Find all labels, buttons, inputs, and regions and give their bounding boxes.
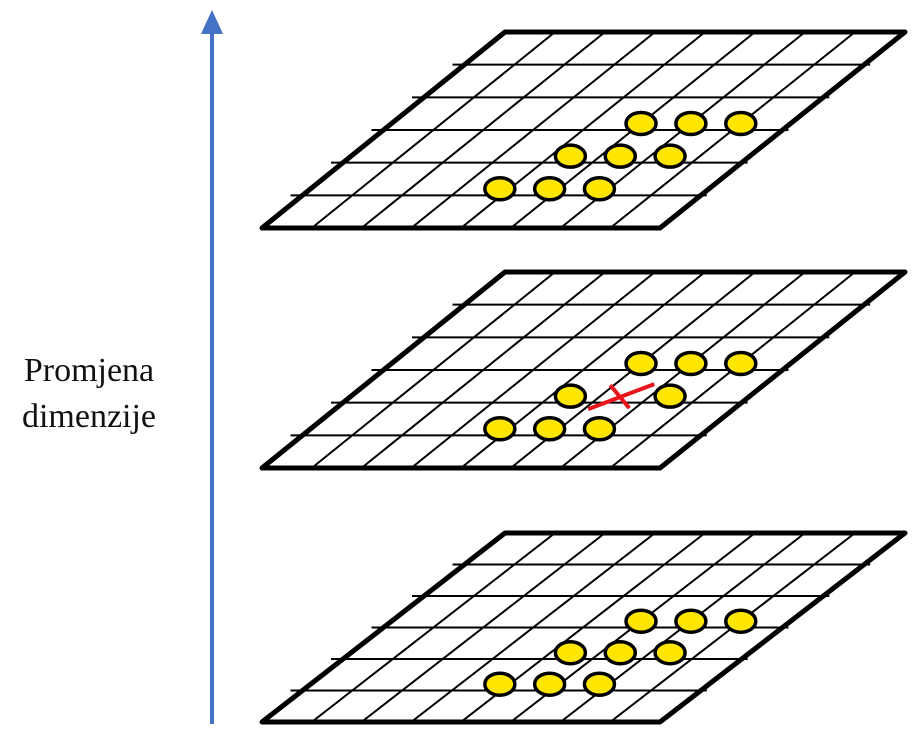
neighbour-point: [553, 383, 588, 409]
neighbour-point: [532, 176, 567, 202]
grid-line: [410, 532, 656, 723]
grid-line: [360, 532, 606, 723]
neighbour-point: [624, 608, 658, 634]
neighbour-point: [483, 671, 517, 697]
neighbour-point: [553, 143, 588, 169]
neighbour-point: [674, 110, 708, 137]
axis-label-line-1: Promjena: [23, 352, 155, 389]
neighbour-point: [582, 671, 617, 697]
grid-line: [311, 31, 556, 229]
neighbour-point: [532, 671, 567, 697]
neighbour-point: [724, 110, 758, 137]
axis-label-line-2: dimenzije: [21, 398, 157, 435]
neighbour-point: [724, 608, 758, 634]
layer-lower: [259, 530, 908, 725]
axis-label: Promjena dimenzije: [0, 348, 178, 440]
neighbour-point: [674, 608, 708, 634]
grid-line: [360, 271, 606, 469]
neighbour-point: [624, 350, 658, 377]
grid-line: [360, 31, 606, 229]
neighbour-point: [653, 639, 687, 666]
grid-line: [311, 271, 556, 469]
neighbour-point: [653, 383, 687, 409]
grid-line: [410, 31, 656, 229]
neighbour-point: [532, 416, 567, 442]
scale-axis-arrowhead: [201, 10, 223, 34]
layer-border: [259, 269, 908, 471]
neighbour-point: [582, 176, 617, 202]
layer-border: [259, 530, 908, 725]
neighbour-point: [483, 416, 517, 442]
layer-upper: [259, 29, 908, 231]
neighbour-point: [603, 143, 637, 169]
neighbour-point: [624, 110, 658, 137]
neighbour-point: [553, 639, 588, 666]
grid-line: [410, 271, 656, 469]
scale-layers: [259, 29, 908, 725]
neighbour-point: [724, 350, 758, 377]
layer-middle: [259, 269, 908, 471]
grid-line: [311, 532, 556, 723]
neighbour-point: [582, 416, 617, 442]
neighbour-point: [653, 143, 687, 169]
neighbour-point: [483, 176, 517, 202]
layer-border: [259, 29, 908, 231]
neighbour-point: [674, 350, 708, 377]
neighbour-point: [603, 639, 637, 666]
cross-mark-stroke: [608, 383, 631, 410]
